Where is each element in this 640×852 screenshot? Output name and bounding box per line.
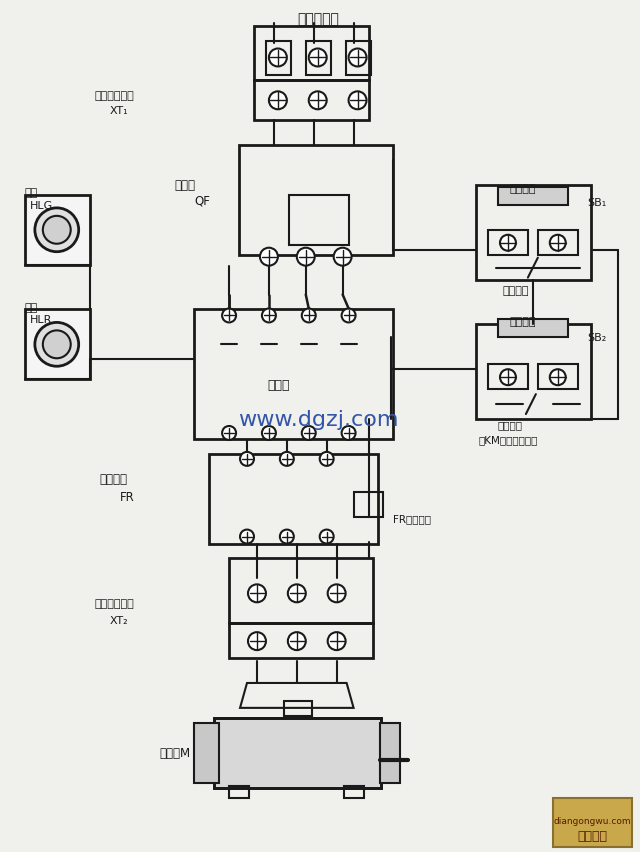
Text: XT₂: XT₂ (109, 615, 128, 625)
Text: 热继电器: 热继电器 (100, 473, 127, 486)
Bar (239, 146, 394, 256)
Circle shape (349, 49, 367, 67)
Circle shape (240, 530, 254, 544)
Bar (194, 723, 219, 783)
Bar (476, 186, 591, 280)
Text: 电工之屋: 电工之屋 (578, 829, 607, 842)
Text: 接触器: 接触器 (268, 378, 290, 391)
Bar (538, 365, 578, 389)
Circle shape (35, 323, 79, 367)
Circle shape (308, 49, 326, 67)
Text: 停止按钮: 停止按钮 (509, 184, 536, 193)
Bar (229, 624, 374, 659)
Circle shape (43, 331, 70, 359)
Bar (229, 559, 374, 624)
Text: 起动按钮: 起动按钮 (509, 317, 536, 327)
Circle shape (302, 427, 316, 440)
Bar (254, 26, 369, 81)
Circle shape (248, 584, 266, 602)
Bar (346, 42, 371, 77)
Bar (498, 320, 568, 338)
Bar (538, 231, 578, 256)
Bar (209, 454, 378, 544)
Bar (289, 196, 349, 245)
Circle shape (333, 249, 351, 267)
Text: 接三相电源: 接三相电源 (298, 13, 340, 26)
Circle shape (342, 309, 356, 323)
Text: SB₂: SB₂ (588, 333, 607, 343)
Circle shape (550, 235, 566, 251)
Text: 与KM自锁触头并联: 与KM自锁触头并联 (478, 435, 538, 445)
Text: diangongwu.com: diangongwu.com (554, 816, 632, 825)
Circle shape (320, 452, 333, 466)
Circle shape (288, 584, 306, 602)
Text: 断路器: 断路器 (174, 179, 195, 193)
Text: 输出接线端子: 输出接线端子 (95, 599, 134, 608)
Circle shape (297, 249, 315, 267)
Bar (306, 42, 331, 77)
Circle shape (222, 309, 236, 323)
Circle shape (342, 427, 356, 440)
Circle shape (288, 632, 306, 650)
Circle shape (262, 427, 276, 440)
Text: 绿灯: 绿灯 (25, 187, 38, 198)
Circle shape (308, 92, 326, 110)
Bar (25, 196, 90, 265)
Bar (194, 310, 394, 440)
Bar (476, 325, 591, 419)
Text: FR常闭触头: FR常闭触头 (394, 514, 431, 524)
Bar (488, 365, 528, 389)
Circle shape (222, 427, 236, 440)
Circle shape (43, 216, 70, 245)
Circle shape (500, 235, 516, 251)
Bar (214, 718, 381, 787)
Circle shape (320, 530, 333, 544)
Text: HLR: HLR (30, 315, 52, 325)
Bar (266, 42, 291, 77)
Circle shape (550, 370, 566, 386)
Bar (284, 701, 312, 716)
Circle shape (500, 370, 516, 386)
Circle shape (328, 632, 346, 650)
Text: 常开触头: 常开触头 (498, 419, 523, 429)
Circle shape (262, 309, 276, 323)
Text: 电动机M: 电动机M (159, 746, 191, 759)
Text: 电源进线端子: 电源进线端子 (95, 91, 134, 101)
Text: QF: QF (194, 194, 210, 207)
Circle shape (302, 309, 316, 323)
Bar (380, 723, 401, 783)
Bar (488, 231, 528, 256)
Circle shape (248, 632, 266, 650)
Text: XT₁: XT₁ (109, 106, 128, 116)
Text: 常闭触头: 常闭触头 (503, 285, 529, 295)
Text: 红灯: 红灯 (25, 303, 38, 313)
Bar (214, 718, 381, 787)
Circle shape (240, 452, 254, 466)
Circle shape (349, 92, 367, 110)
Text: www.dgzj.com: www.dgzj.com (239, 410, 399, 429)
Bar (254, 81, 369, 121)
Bar (498, 187, 568, 205)
Circle shape (260, 249, 278, 267)
Text: SB₁: SB₁ (588, 198, 607, 208)
Bar (553, 797, 632, 847)
Circle shape (280, 452, 294, 466)
Text: FR: FR (120, 491, 134, 504)
Bar (353, 492, 383, 517)
Bar (25, 310, 90, 380)
Circle shape (269, 92, 287, 110)
Bar (229, 786, 249, 797)
Circle shape (328, 584, 346, 602)
Text: HLG: HLG (30, 201, 53, 210)
Circle shape (269, 49, 287, 67)
Bar (344, 786, 364, 797)
Circle shape (280, 530, 294, 544)
Circle shape (35, 209, 79, 252)
